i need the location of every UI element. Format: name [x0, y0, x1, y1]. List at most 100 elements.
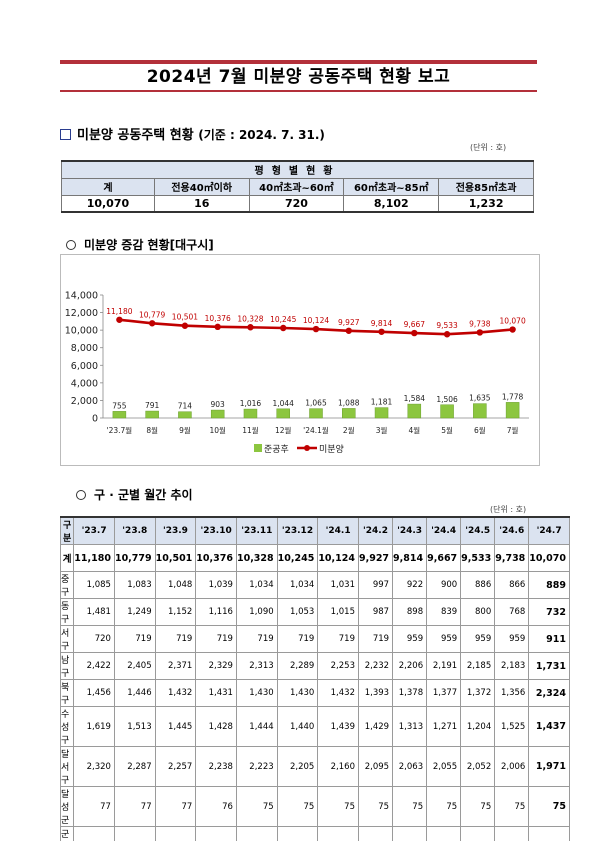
line-point — [247, 324, 254, 331]
district-value: 1,430 — [235, 679, 278, 707]
district-value: 959 — [426, 625, 462, 653]
val-over-85: 1,232 — [438, 194, 534, 213]
line-point — [181, 322, 189, 329]
line-data-label: 10,124 — [303, 316, 329, 325]
district-value: 1,481 — [73, 598, 115, 626]
y-tick-label: 8,000 — [71, 343, 98, 354]
district-value: 1,445 — [154, 706, 197, 747]
col-40-60: 40㎡초과~60㎡ — [248, 177, 345, 196]
district-value: 2,289 — [276, 652, 319, 680]
x-tick-label: 11월 — [242, 425, 259, 435]
bar-completed — [276, 408, 290, 419]
district-value: 1,513 — [113, 706, 156, 747]
district-value: 1,731 — [528, 652, 570, 680]
district-value: 1,430 — [276, 679, 319, 707]
district-value: 77 — [113, 786, 156, 827]
district-value: 2,253 — [317, 652, 359, 680]
district-value: 898 — [392, 598, 428, 626]
district-value: 922 — [392, 571, 428, 599]
district-value: 732 — [528, 598, 570, 626]
district-value: 839 — [426, 598, 462, 626]
y-tick-label: 6,000 — [71, 361, 98, 372]
section3-unit: (단위 : 호) — [490, 505, 527, 514]
y-tick-label: 0 — [92, 414, 98, 425]
bar-completed — [243, 408, 258, 419]
month-header: '23.12 — [276, 516, 319, 545]
district-value: 75 — [317, 786, 359, 827]
district-value: 2,205 — [276, 746, 319, 787]
district-value: 9,738 — [494, 544, 530, 572]
district-value: 719 — [276, 625, 319, 653]
district-value: 2,422 — [73, 652, 115, 680]
col-over-85: 전용85㎡초과 — [438, 177, 534, 196]
district-row: 중 구 1,085 1,083 1,048 1,039 1,034 1,034 1,031 99… — [59, 571, 570, 599]
bar-completed — [342, 408, 356, 419]
circle-bullet-icon — [66, 240, 76, 250]
district-value: 1,031 — [317, 571, 359, 599]
district-value: 1,039 — [195, 571, 237, 599]
bar-data-label: 903 — [211, 400, 226, 409]
district-value: 2,238 — [195, 746, 237, 787]
x-tick-label: 6월 — [474, 425, 486, 435]
bar-completed — [210, 409, 225, 419]
district-name: 서 구 — [59, 625, 75, 653]
district-value: 900 — [426, 571, 462, 599]
title-top-rule — [60, 60, 537, 64]
line-data-label: 10,245 — [270, 315, 296, 324]
page-title: 2024년 7월 미분양 공동주택 현황 보고 — [146, 67, 451, 87]
district-value: 1,377 — [426, 679, 462, 707]
district-name: 남 구 — [59, 652, 75, 680]
district-row: 남 구 2,422 2,405 2,371 2,329 2,313 2,289 2,253 2,… — [59, 652, 570, 680]
district-value: 1,971 — [528, 746, 570, 787]
district-row: 군위군0000000000000 — [59, 826, 570, 841]
size-value-row: 10,070 16 720 8,102 1,232 — [61, 194, 534, 213]
district-value: 2,329 — [195, 652, 237, 680]
square-bullet-icon — [60, 129, 71, 140]
district-value: 75 — [235, 786, 278, 827]
month-header: '23.9 — [154, 516, 197, 545]
line-data-label: 10,376 — [205, 314, 231, 323]
district-value: 2,006 — [494, 746, 530, 787]
section3-title: 구 · 군별 월간 추이 — [94, 488, 193, 502]
district-value: 10,501 — [154, 544, 197, 572]
district-value: 1,152 — [154, 598, 197, 626]
district-value: 0 — [460, 826, 496, 841]
bar-completed — [374, 407, 389, 419]
district-value: 0 — [195, 826, 237, 841]
district-name: 계 — [59, 544, 75, 572]
corner-header: 구 분 — [59, 516, 75, 545]
district-name: 달성군 — [59, 786, 75, 827]
district-value: 1,456 — [73, 679, 115, 707]
line-data-label: 9,927 — [338, 318, 360, 327]
line-data-label: 9,814 — [371, 319, 393, 328]
month-header: '23.8 — [113, 516, 156, 545]
district-value: 1,432 — [154, 679, 197, 707]
line-data-label: 9,533 — [436, 321, 458, 330]
district-value: 9,927 — [357, 544, 394, 572]
district-value: 0 — [426, 826, 462, 841]
bar-data-label: 1,181 — [371, 398, 393, 407]
district-row: 서 구 720 719 719 719 719 719 719 719 959 959 959 959 9… — [59, 625, 570, 653]
district-name: 중 구 — [59, 571, 75, 599]
district-value: 1,249 — [113, 598, 156, 626]
district-value: 1,437 — [528, 706, 570, 747]
district-value: 1,444 — [235, 706, 278, 747]
total-row: 계 11,180 10,779 10,501 10,376 10,328 10,245 10,… — [59, 544, 570, 572]
district-value: 2,223 — [235, 746, 278, 787]
district-row: 달성군 77 77 77 76 75 75 75 75 75 75 75 75 75 — [59, 786, 570, 827]
x-tick-label: 4월 — [408, 425, 420, 435]
trend-chart-svg: 0 2,000 4,000 6,000 8,000 10,000 12,000 14,000 7… — [65, 291, 529, 455]
section2-heading: 미분양 증감 현황[대구시] — [66, 236, 214, 253]
bar-data-label: 1,016 — [240, 399, 262, 408]
district-value: 1,439 — [317, 706, 359, 747]
district-value: 10,779 — [113, 544, 156, 572]
district-value: 768 — [494, 598, 530, 626]
val-60-85: 8,102 — [343, 194, 440, 213]
district-value: 0 — [113, 826, 156, 841]
size-group-header: 평형별현황 — [61, 160, 534, 179]
title-bottom-rule — [60, 90, 537, 92]
district-value: 1,378 — [392, 679, 428, 707]
district-value: 77 — [73, 786, 115, 827]
district-value: 1,428 — [195, 706, 237, 747]
month-header: '24.2 — [357, 516, 394, 545]
